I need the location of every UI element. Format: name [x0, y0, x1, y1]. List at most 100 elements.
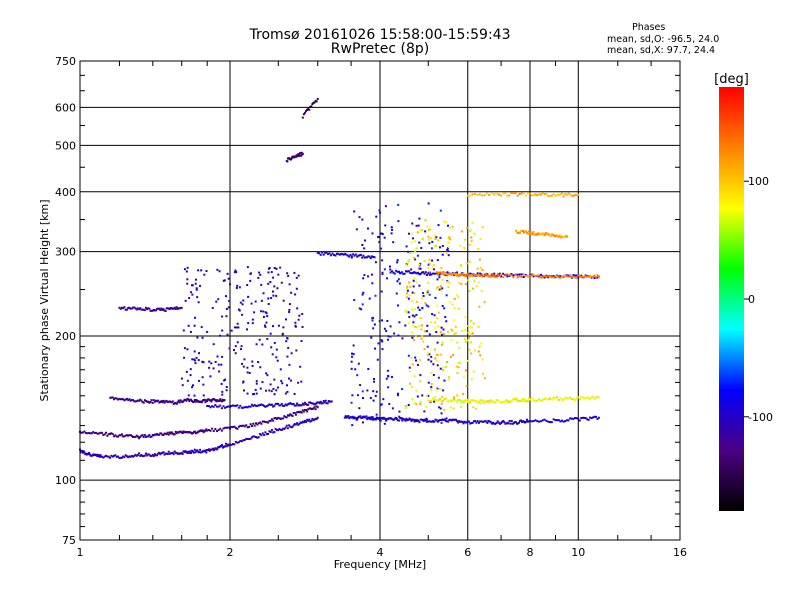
data-point: [310, 408, 313, 411]
data-point: [262, 310, 265, 313]
data-point: [264, 405, 267, 408]
data-point: [440, 400, 443, 403]
data-point: [263, 434, 266, 437]
data-point: [458, 282, 461, 285]
data-point: [270, 428, 273, 431]
data-point: [410, 233, 413, 236]
data-point: [431, 272, 434, 275]
data-point: [434, 399, 437, 402]
data-point: [564, 193, 567, 196]
y-tick-label: 750: [55, 55, 76, 68]
data-point: [225, 426, 228, 429]
data-point: [171, 451, 174, 454]
data-point: [510, 191, 513, 194]
data-point: [173, 433, 176, 436]
data-point: [515, 229, 518, 232]
data-point: [477, 421, 480, 424]
data-point: [498, 401, 501, 404]
data-point: [193, 350, 196, 353]
data-point: [293, 404, 296, 407]
data-point: [522, 192, 525, 195]
data-point: [318, 402, 321, 405]
data-point: [312, 419, 315, 422]
data-point: [586, 418, 589, 421]
data-point: [469, 275, 472, 278]
data-point: [160, 432, 163, 435]
data-point: [128, 434, 131, 437]
data-point: [307, 107, 310, 110]
data-point: [440, 326, 443, 329]
data-point: [437, 399, 440, 402]
data-point: [506, 275, 509, 278]
data-point: [466, 359, 469, 362]
data-point: [486, 274, 489, 277]
data-point: [153, 433, 156, 436]
data-point: [436, 341, 439, 344]
data-point: [435, 287, 438, 290]
data-point: [418, 358, 421, 361]
data-point: [395, 418, 398, 421]
data-point: [446, 360, 449, 363]
y-tick-label: 600: [55, 101, 76, 114]
data-point: [412, 418, 415, 421]
data-point: [526, 418, 529, 421]
data-point: [407, 354, 410, 357]
data-point: [406, 296, 409, 299]
data-point: [520, 275, 523, 278]
data-point: [575, 277, 578, 280]
data-point: [442, 366, 445, 369]
data-point: [352, 344, 355, 347]
data-point: [290, 157, 293, 160]
data-point: [431, 259, 434, 262]
data-point: [253, 435, 256, 438]
data-point: [290, 414, 293, 417]
data-point: [316, 251, 319, 254]
data-point: [273, 431, 276, 434]
data-point: [509, 422, 512, 425]
data-point: [474, 420, 477, 423]
data-point: [512, 276, 515, 279]
data-point: [274, 416, 277, 419]
data-point: [419, 418, 422, 421]
data-point: [262, 292, 265, 295]
data-point: [368, 297, 371, 300]
data-point: [574, 194, 577, 197]
data-point: [451, 303, 454, 306]
data-point: [272, 405, 275, 408]
data-point: [257, 422, 260, 425]
data-point: [235, 286, 238, 289]
data-point: [258, 271, 261, 274]
data-point: [397, 419, 400, 422]
data-point: [127, 434, 130, 437]
data-point: [119, 434, 122, 437]
data-point: [240, 362, 243, 365]
data-point: [275, 348, 278, 351]
data-point: [301, 313, 304, 316]
data-point: [447, 420, 450, 423]
data-point: [426, 291, 429, 294]
data-point: [440, 418, 443, 421]
data-point: [242, 424, 245, 427]
data-point: [544, 232, 547, 235]
data-point: [366, 256, 369, 259]
data-point: [374, 294, 377, 297]
data-point: [549, 397, 552, 400]
data-point: [454, 399, 457, 402]
data-point: [427, 358, 430, 361]
data-point: [451, 272, 454, 275]
data-point: [156, 432, 159, 435]
data-point: [133, 306, 136, 309]
data-point: [497, 193, 500, 196]
data-point: [82, 450, 85, 453]
data-point: [415, 281, 418, 284]
data-point: [140, 453, 143, 456]
data-point: [558, 234, 561, 237]
data-point: [516, 273, 519, 276]
data-point: [378, 241, 381, 244]
data-point: [575, 194, 578, 197]
data-point: [283, 404, 286, 407]
data-point: [164, 310, 167, 313]
data-point: [188, 297, 191, 300]
data-point: [572, 194, 575, 197]
data-point: [134, 400, 137, 403]
